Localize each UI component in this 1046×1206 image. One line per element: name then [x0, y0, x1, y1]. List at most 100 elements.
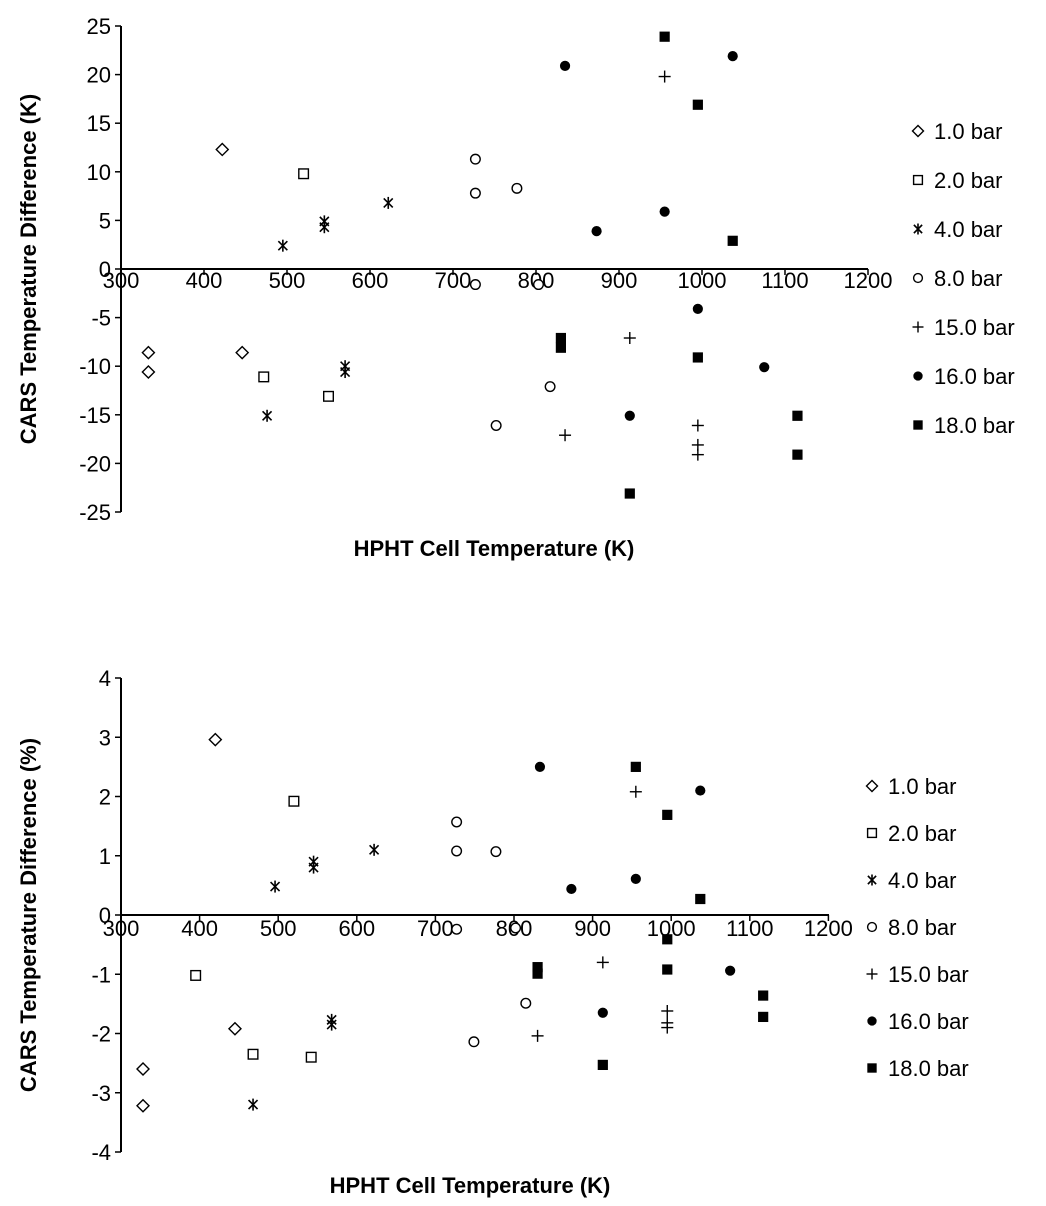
data-point	[451, 845, 463, 857]
data-point	[792, 410, 803, 421]
data-point	[383, 196, 394, 209]
data-point	[136, 1098, 150, 1113]
data-point	[630, 761, 641, 772]
data-point	[532, 279, 544, 291]
x-tick-label: 500	[260, 916, 297, 941]
data-point	[624, 410, 635, 421]
x-axis-ticks: 300400500600700800900100011001200	[103, 268, 893, 293]
x-tick-label: 600	[352, 268, 389, 293]
legend-marker-icon	[867, 1016, 877, 1026]
legend-label: 8.0 bar	[934, 266, 1003, 291]
data-point	[758, 1011, 769, 1023]
data-point	[319, 221, 330, 234]
data-point	[691, 448, 704, 461]
x-tick-label: 1100	[761, 268, 808, 293]
legend-label: 2.0 bar	[888, 821, 957, 846]
data-point	[566, 883, 577, 895]
y-tick-label: -15	[79, 403, 111, 428]
data-point	[692, 303, 703, 314]
data-point	[662, 964, 673, 975]
x-tick-label: 600	[338, 916, 375, 941]
chart-temperature-difference-k: 25 20 15 10 5 0 -5 -10 -15 -20 -25 300 400 500 600 700…	[16, 14, 1015, 561]
x-tick-label: 1200	[804, 916, 853, 941]
data-point	[141, 345, 156, 360]
legend-marker-icon	[866, 968, 878, 980]
legend-label: 1.0 bar	[934, 119, 1003, 144]
data-point	[727, 51, 738, 62]
y-tick-label: -20	[79, 451, 111, 476]
x-tick-label: 400	[186, 268, 223, 293]
y-tick-label: 4	[99, 666, 111, 691]
data-point	[596, 956, 609, 969]
data-point	[340, 366, 351, 379]
data-point	[630, 873, 641, 884]
data-point	[727, 235, 738, 246]
y-tick-label: -1	[91, 962, 111, 987]
y-axis-title: CARS Temperature Difference (%)	[16, 738, 41, 1092]
data-point	[258, 371, 270, 383]
x-tick-label: 500	[269, 268, 306, 293]
y-tick-label: 20	[87, 63, 111, 88]
legend-label: 4.0 bar	[934, 217, 1003, 242]
y-tick-label: -10	[79, 354, 111, 379]
legend-label: 2.0 bar	[934, 168, 1003, 193]
data-point	[659, 31, 670, 42]
data-point	[451, 816, 463, 828]
y-tick-label: -4	[91, 1140, 111, 1165]
y-tick-label: 10	[87, 160, 111, 185]
legend-marker-icon	[867, 874, 877, 886]
data-points	[141, 31, 803, 499]
data-point	[469, 153, 481, 165]
data-point	[659, 206, 670, 217]
y-tick-label: 15	[87, 111, 111, 136]
legend: 1.0 bar 2.0 bar 4.0 bar 8.0 bar 15.0 bar 16.0…	[865, 774, 969, 1081]
data-point	[591, 225, 602, 237]
data-points	[136, 732, 769, 1113]
data-point	[691, 419, 704, 432]
data-point	[531, 1029, 544, 1042]
data-point	[247, 1048, 259, 1060]
data-point	[559, 60, 571, 71]
data-point	[490, 846, 502, 858]
data-point	[323, 390, 335, 402]
data-point	[277, 239, 288, 252]
data-point	[695, 893, 706, 905]
data-point	[792, 449, 803, 460]
legend-label: 18.0 bar	[934, 413, 1015, 438]
data-point	[326, 1018, 337, 1031]
data-point	[629, 785, 642, 798]
data-point	[262, 409, 273, 422]
legend-label: 8.0 bar	[888, 915, 957, 940]
data-point	[532, 962, 543, 973]
data-point	[451, 923, 463, 935]
data-point	[510, 922, 522, 934]
legend-marker-icon	[866, 921, 878, 933]
data-point	[520, 997, 532, 1009]
data-point	[544, 381, 556, 393]
y-tick-label: 0	[99, 257, 111, 282]
data-point	[662, 809, 673, 820]
data-point	[597, 1059, 608, 1071]
x-tick-label: 300	[103, 916, 140, 941]
legend-label: 18.0 bar	[888, 1056, 969, 1081]
x-axis-title: HPHT Cell Temperature (K)	[354, 536, 635, 561]
data-point	[215, 142, 230, 157]
data-point	[695, 785, 706, 796]
legend: 1.0 bar 2.0 bar 4.0 bar 8.0 bar 15.0 bar 16.0…	[911, 119, 1015, 438]
y-tick-label: -25	[79, 500, 111, 525]
data-point	[692, 352, 703, 363]
y-tick-label: 3	[99, 725, 111, 750]
data-point	[658, 70, 671, 83]
legend-marker-icon	[912, 174, 924, 186]
data-point	[298, 168, 310, 180]
data-point	[490, 419, 502, 431]
x-tick-label: 300	[103, 268, 140, 293]
legend-marker-icon	[913, 223, 923, 235]
x-tick-label: 700	[435, 268, 472, 293]
data-point	[369, 843, 380, 856]
y-axis-ticks: 25 20 15 10 5 0 -5 -10 -15 -20 -25	[79, 14, 121, 525]
x-tick-label: 400	[181, 916, 218, 941]
data-point	[624, 488, 635, 499]
data-point	[468, 1036, 480, 1048]
